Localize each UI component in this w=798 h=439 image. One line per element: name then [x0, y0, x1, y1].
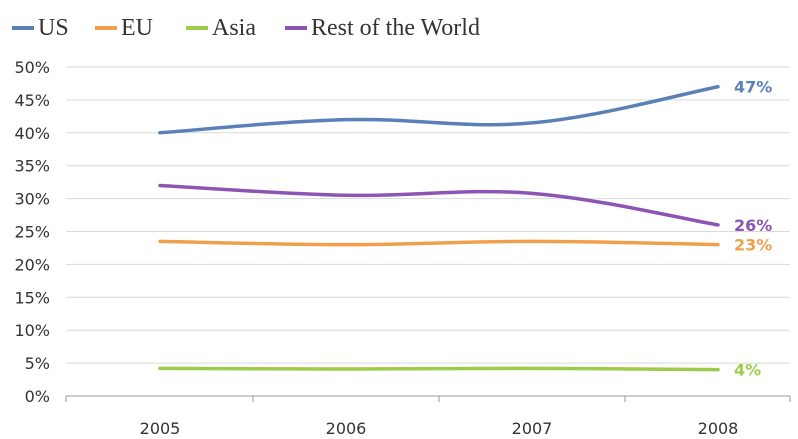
legend: US EU Asia Rest of the World	[12, 15, 480, 41]
legend-label-us: US	[38, 15, 69, 41]
y-tick-label: 15%	[14, 288, 50, 307]
y-tick-label: 20%	[14, 255, 50, 274]
x-tick-label: 2006	[326, 419, 367, 438]
legend-label-rest-of-the-world: Rest of the World	[311, 15, 480, 41]
series-line-rest-of-the-world	[158, 183, 720, 227]
series-group	[158, 84, 720, 372]
data-label-rest-of-the-world: 26%	[734, 216, 772, 235]
data-label-eu: 23%	[734, 236, 772, 255]
x-tick-label: 2005	[140, 419, 181, 438]
series-line-us	[158, 84, 720, 135]
y-tick-label: 40%	[14, 124, 50, 143]
y-tick-label: 5%	[25, 354, 50, 373]
y-tick-label: 0%	[25, 387, 50, 406]
y-tick-label: 35%	[14, 157, 50, 176]
labels-group: 47% 23% 4% 26%	[734, 78, 772, 380]
y-tick-label: 30%	[14, 190, 50, 209]
y-tick-label: 50%	[14, 58, 50, 77]
legend-label-eu: EU	[121, 15, 153, 41]
x-tick-label: 2007	[512, 419, 553, 438]
axes: 0% 5% 10% 15% 20% 25% 30% 35% 40% 45% 50% 2005 2006 2…	[14, 58, 791, 438]
legend-label-asia: Asia	[212, 15, 256, 41]
data-label-asia: 4%	[734, 361, 761, 380]
y-tick-label: 45%	[14, 91, 50, 110]
series-line-eu	[158, 239, 720, 247]
series-line-asia	[158, 366, 720, 372]
x-tick-label: 2008	[698, 419, 739, 438]
grid	[66, 66, 790, 397]
data-label-us: 47%	[734, 78, 772, 97]
y-tick-label: 10%	[14, 321, 50, 340]
y-tick-label: 25%	[14, 223, 50, 242]
